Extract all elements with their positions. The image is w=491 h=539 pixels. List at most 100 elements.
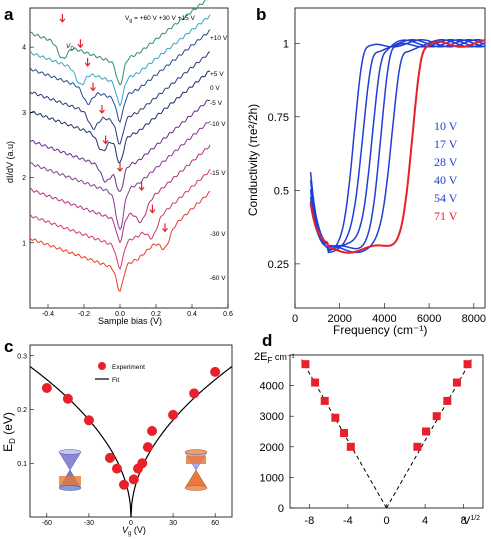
panel-b-curve [309, 39, 486, 251]
panel-b-ylabel: Conductivity (πe²/2h) [246, 104, 260, 216]
panel-b-xtick-label: 4000 [372, 313, 396, 325]
panel-d-ylabel: 2EF cm⁻¹ [254, 351, 295, 365]
panel-a-curve-label: 0 V [210, 85, 220, 92]
panel-c-ytick-label: 0.1 [17, 461, 27, 468]
panel-c-point [41, 383, 52, 393]
panel-b-ytick-label: 0.25 [268, 259, 289, 271]
panel-d-ytick-label: 1000 [260, 472, 284, 484]
panel-d-label: d [262, 331, 272, 350]
panel-d-point [301, 360, 310, 369]
panel-c-xlabel: Vg (V) [122, 525, 146, 537]
panel-a-frame [29, 7, 229, 309]
panel-c-points [41, 366, 221, 490]
panel-a-dirac-arrow [84, 57, 91, 67]
panel-a-curve-label: -5 V [210, 100, 223, 107]
panel-a-dirac-arrow [149, 204, 156, 214]
legend-experiment: Experiment [112, 364, 145, 371]
panel-c-ytick-label: 0.3 [17, 353, 27, 360]
panel-b-xtick-label: 2000 [327, 313, 351, 325]
panel-a-curve [29, 168, 211, 271]
panel-b-xtick-label: 8000 [462, 313, 486, 325]
panel-a-xtick-label: 0.0 [115, 311, 125, 318]
panel-a-curve [29, 144, 211, 244]
panel-a-curve-label: -60 V [210, 275, 226, 282]
panel-b-curve [309, 39, 486, 254]
panel-c-xtick-label: -60 [42, 520, 52, 527]
panel-c-xtick-label: 60 [211, 520, 219, 527]
panel-a-curve [29, 70, 211, 164]
panel-d-xlabel: V1/2 [463, 515, 480, 527]
panel-c-point [137, 458, 148, 469]
panel-c-xtick-label: -30 [84, 520, 94, 527]
panel-d-point [432, 412, 441, 421]
panel-a-curve-label: -10 V [210, 121, 226, 128]
panel-a-xtick-label: 0.4 [187, 311, 197, 318]
panel-a-curve-label: +5 V [210, 71, 224, 78]
panel-a-dirac-arrow [162, 223, 168, 233]
panel-a-curve-label: +10 V [210, 35, 228, 42]
panel-a-xtick-label: -0.2 [78, 311, 90, 318]
panel-a-label: a [4, 5, 14, 24]
panel-a-dirac-arrow [90, 82, 96, 92]
panel-d-ytick-label: 0 [278, 503, 284, 515]
panel-b-curve [309, 39, 486, 254]
panel-c-label: c [4, 337, 13, 356]
panel-a-curve [29, 51, 211, 145]
panel-b-xtick-label: 6000 [417, 313, 441, 325]
panel-a-xtick-label: 0.6 [223, 311, 233, 318]
cone-right-icon [184, 449, 208, 491]
panel-a-ytick-label: 2 [22, 175, 26, 182]
panel-c-fit-line [29, 366, 233, 518]
panel-b-legend-item: 10 V [434, 119, 458, 133]
panel-c-xtick-label: 30 [169, 520, 177, 527]
panel-a-curve-label: -15 V [210, 170, 226, 177]
panel-d-xtick-label: -8 [304, 515, 314, 527]
panel-b-legend: 10 V 17 V 28 V 40 V 54 V 71 V [434, 119, 458, 223]
panel-d-point [311, 378, 320, 387]
panel-d-point [422, 427, 431, 436]
panel-c-legend: Experiment Fit [95, 362, 145, 384]
panel-a-dirac-arrow [117, 163, 123, 172]
panel-c-point [118, 479, 129, 490]
panel-d-ticks: -8 -4 0 4 8 0 1000 2000 3000 4000 [260, 381, 467, 527]
panel-b-legend-item: 40 V [434, 173, 458, 187]
panel-b-label: b [256, 5, 266, 24]
panel-a-curve [29, 120, 211, 231]
panel-d-point [463, 360, 472, 369]
panel-a-curves [29, 0, 211, 292]
panel-c-point [142, 442, 153, 453]
panel-c-point [111, 463, 122, 474]
panel-d-point [413, 442, 422, 451]
panel-b-ticks: 0 2000 4000 6000 8000 0.25 0.5 0.75 1 [268, 38, 486, 325]
panel-d-points [301, 360, 472, 451]
panel-a-xtick-label: -0.4 [42, 311, 54, 318]
panel-d-ytick-label: 3000 [260, 411, 284, 423]
panel-c-point [168, 409, 179, 420]
panel-a-header-vg: Vg = +60 V +30 V +15 V [125, 15, 196, 24]
panel-c-ticks: -60 -30 0 30 60 0.1 0.2 0.3 [17, 353, 219, 527]
panel-a-dirac-arrow [77, 39, 84, 49]
panel-a-ticks: -0.4 -0.2 0.0 0.2 0.4 0.6 1 2 3 4 [22, 45, 233, 318]
panel-c-point [210, 366, 221, 377]
panel-d-point [320, 396, 329, 405]
panel-a-curve [29, 14, 211, 107]
panel-d-frame [289, 354, 484, 509]
panel-a-arrows [59, 13, 168, 233]
panel-d-fit-lines [301, 359, 472, 509]
panel-c-point [189, 388, 200, 399]
panel-a-curve [29, 190, 211, 292]
panel-b-ytick-label: 0.5 [274, 185, 289, 197]
panel-c-ylabel: ED (eV) [1, 412, 17, 452]
panel-d-point [331, 413, 340, 422]
panel-b-curve [309, 39, 486, 252]
panel-c-point [62, 393, 73, 404]
panel-d-point [443, 396, 452, 405]
panel-d-point [452, 378, 461, 387]
panel-a-dirac-arrow [99, 105, 105, 114]
panel-a-dirac-arrow [59, 13, 66, 23]
panel-c-fit-curve [29, 366, 233, 518]
panel-a-vd-label: VD [66, 43, 74, 52]
panel-c-point [128, 474, 139, 485]
panel-b-curve [309, 39, 486, 254]
panel-a-ytick-label: 4 [22, 45, 26, 52]
